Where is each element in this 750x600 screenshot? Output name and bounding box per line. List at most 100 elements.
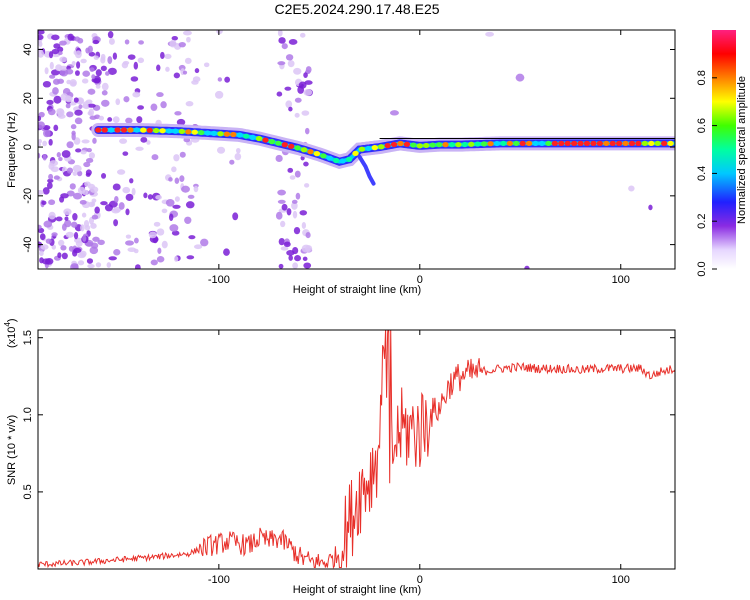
spectrogram-track-point — [345, 156, 353, 162]
spectrogram-track-point — [493, 140, 501, 147]
spectrogram-track-point — [583, 140, 591, 147]
spectrogram-track-point — [223, 131, 231, 137]
spectrogram-noise-point — [138, 40, 144, 45]
spectrogram-noise-point — [294, 112, 300, 118]
snr-marks — [38, 330, 675, 569]
spectrogram-noise-point — [92, 236, 100, 242]
spectrogram-noise-point — [291, 201, 298, 210]
spectrogram-track-point — [236, 132, 243, 138]
spectrogram-track-point — [281, 142, 288, 148]
spectrogram-noise-point — [288, 106, 293, 112]
spectrogram-noise-point — [294, 97, 302, 103]
spectrogram-noise-point — [223, 248, 230, 256]
spectrogram-noise-point — [173, 154, 180, 162]
spectrogram-track-point — [390, 141, 398, 148]
spectrogram-noise-point — [235, 147, 241, 154]
spectrogram-noise-point — [81, 78, 89, 84]
spectrogram-noise-point — [38, 121, 46, 129]
spectrogram-noise-point — [125, 234, 132, 239]
spectrogram-noise-point — [174, 196, 180, 202]
spectrogram-noise-point — [65, 231, 75, 238]
spectrogram-noise-point — [628, 185, 635, 192]
spectrogram-noise-point — [74, 109, 83, 116]
spectrogram-noise-point — [305, 127, 310, 135]
spectrogram-noise-point — [133, 61, 139, 70]
spectrogram-noise-point — [48, 51, 54, 59]
spectrogram-noise-point — [303, 161, 309, 167]
spectrogram-track-point — [500, 140, 507, 147]
spectrogram-noise-point — [108, 256, 117, 261]
spectrogram-track-point — [551, 140, 559, 147]
spectrogram-noise-point — [112, 183, 121, 191]
spectrogram-track-point — [525, 140, 533, 147]
spectrogram-noise-point — [41, 258, 51, 265]
spectrogram-noise-point — [185, 201, 195, 209]
spectrogram-track-point — [249, 134, 256, 140]
spectrogram-noise-point — [88, 108, 94, 117]
spectrogram-track-point — [146, 127, 153, 133]
spectrogram-noise-point — [66, 190, 75, 197]
spectrogram-noise-point — [95, 69, 102, 77]
spectrogram-ytick-label: 20 — [22, 92, 34, 104]
spectrogram-track-point — [648, 140, 655, 147]
snr-xtick-label: -100 — [208, 574, 230, 586]
spectrogram-noise-point — [72, 212, 78, 221]
spectrogram-noise-point — [73, 97, 79, 103]
spectrogram-noise-point — [64, 95, 73, 103]
spectrogram-noise-point — [173, 72, 181, 79]
spectrogram-noise-point — [299, 210, 308, 216]
spectrogram-noise-point — [86, 148, 92, 153]
spectrogram-noise-point — [59, 56, 68, 63]
spectrogram-noise-point — [38, 115, 42, 122]
spectrogram-track-point — [603, 140, 610, 147]
spectrogram-noise-point — [58, 156, 63, 162]
spectrogram-noise-point — [224, 76, 231, 83]
spectrogram-noise-point — [127, 54, 136, 60]
spectrogram-noise-point — [45, 238, 52, 244]
spectrogram-noise-point — [174, 177, 180, 184]
spectrogram-noise-point — [113, 249, 121, 256]
spectrogram-noise-point — [286, 208, 292, 216]
spectrogram-noise-point — [277, 189, 286, 196]
spectrogram-track-point — [487, 141, 494, 147]
spectrogram-track-point — [397, 140, 404, 147]
spectrogram-noise-point — [300, 155, 305, 161]
spectrogram-track-point — [474, 141, 481, 147]
spectrogram-noise-point — [171, 230, 180, 236]
spectrogram-noise-point — [43, 129, 51, 138]
spectrogram-noise-point — [84, 181, 91, 187]
spectrogram-noise-point — [88, 51, 96, 57]
spectrogram-noise-point — [125, 208, 130, 216]
spectrogram-noise-point — [156, 92, 164, 98]
spectrogram-noise-point — [169, 224, 179, 232]
spectrogram-noise-point — [125, 117, 133, 124]
spectrogram-track-point — [532, 140, 539, 147]
spectrogram-track-point — [365, 145, 372, 152]
spectrogram-noise-point — [304, 183, 310, 188]
spectrogram-ytick-label: 0 — [22, 144, 34, 150]
spectrogram-track-point — [178, 128, 186, 135]
spectrogram-noise-point — [49, 160, 59, 167]
spectrogram-track-point — [172, 128, 179, 134]
spectrogram-noise-point — [100, 56, 106, 64]
spectrogram-noise-point — [217, 77, 223, 82]
spectrogram-noise-point — [160, 51, 165, 59]
spectrogram-track-point — [615, 140, 623, 147]
spectrogram-noise-point — [161, 240, 168, 249]
spectrogram-noise-point — [214, 90, 224, 99]
spectrogram-track-point — [435, 142, 443, 148]
spectrogram-track-point — [545, 140, 552, 147]
chart-title: C2E5.2024.290.17.48.E25 — [274, 1, 439, 17]
spectrogram-noise-point — [55, 64, 63, 72]
spectrogram-noise-point — [101, 173, 107, 179]
snr-plot-area — [38, 330, 675, 569]
spectrogram-noise-point — [75, 148, 82, 153]
snr-xlabel: Height of straight line (km) — [293, 584, 421, 596]
snr-ytick-label: 0.5 — [22, 484, 34, 499]
spectrogram-noise-point — [42, 154, 47, 161]
spectrogram-noise-point — [38, 111, 45, 118]
spectrogram-noise-point — [178, 41, 186, 48]
spectrogram-noise-point — [182, 70, 188, 75]
spectrogram-track-point — [287, 143, 295, 149]
spectrogram-noise-point — [87, 88, 96, 95]
